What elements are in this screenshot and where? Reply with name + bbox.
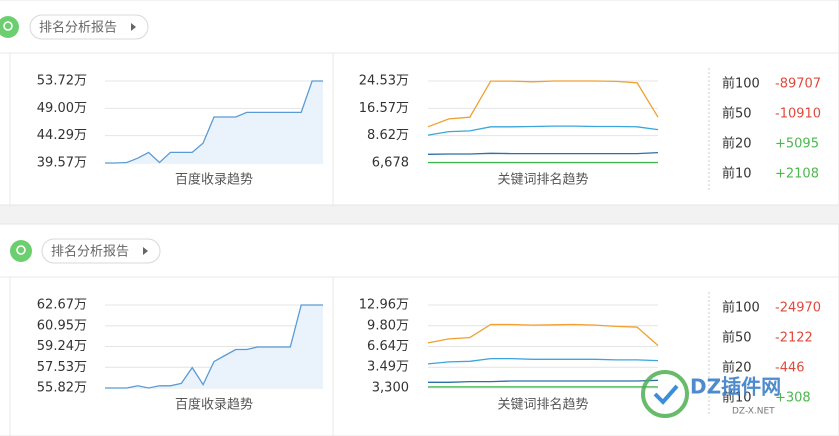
rank-change: +2108	[775, 167, 819, 182]
y-tick-label: 60.95万	[37, 318, 87, 333]
button-arrow	[143, 247, 148, 255]
chart-title: 关键词排名趋势	[497, 172, 588, 188]
rank-label: 前100	[722, 76, 760, 92]
rank-change: -24970	[775, 301, 821, 316]
y-tick-label: 9.80万	[367, 318, 409, 333]
y-tick-label: 24.53万	[359, 74, 409, 89]
chart-title: 百度收录趋势	[175, 397, 253, 413]
report-button[interactable]	[29, 14, 149, 40]
y-tick-label: 57.53万	[37, 360, 87, 375]
y-tick-label: 6.64万	[367, 339, 409, 354]
y-tick-label: 39.57万	[37, 156, 87, 171]
line	[427, 80, 659, 128]
area	[105, 81, 323, 163]
rank-label: 前100	[722, 300, 760, 316]
y-tick-label: 16.57万	[359, 101, 409, 116]
rank-label: 前20	[722, 136, 752, 152]
icon	[0, 16, 19, 38]
y-tick-label: 49.00万	[37, 101, 87, 116]
line	[427, 357, 659, 365]
y-tick-label: 55.82万	[37, 381, 87, 396]
y-tick-label: 6,678	[372, 156, 409, 171]
rank-label: 前10	[722, 166, 752, 182]
rank-change: +308	[775, 391, 811, 406]
line	[428, 379, 659, 383]
y-tick-label: 12.96万	[359, 298, 409, 313]
logo	[641, 370, 689, 418]
rank-label: 前10	[722, 390, 752, 406]
rank-change: +5095	[775, 137, 819, 152]
report-button-label: 排名分析报告	[39, 20, 117, 36]
icon-glass	[3, 21, 13, 31]
rank-label: 前50	[722, 106, 752, 122]
report-button[interactable]	[41, 238, 161, 264]
y-tick-label: 62.67万	[37, 298, 87, 313]
y-tick-label: 59.24万	[37, 339, 87, 354]
y-tick-label: 3,300	[372, 381, 409, 396]
line	[427, 151, 659, 155]
chart-title: 关键词排名趋势	[497, 397, 588, 413]
logo-check	[653, 384, 679, 405]
rank-change: -10910	[775, 107, 821, 122]
button-arrow	[131, 23, 136, 31]
y-tick-label: 53.72万	[37, 74, 87, 89]
y-tick-label: 44.29万	[37, 128, 87, 143]
icon-glass	[16, 245, 26, 255]
area	[105, 305, 323, 388]
y-tick-label: 3.49万	[367, 360, 409, 375]
watermark-name: DZ插件网	[690, 375, 781, 399]
line	[427, 323, 659, 346]
rank-label: 前20	[722, 360, 752, 376]
y-tick-label: 8.62万	[367, 128, 409, 143]
line	[105, 304, 323, 389]
watermark-site: DZ-X.NET	[732, 407, 775, 417]
icon	[10, 240, 32, 262]
rank-label: 前50	[722, 330, 752, 346]
line	[427, 125, 659, 136]
rank-change: -446	[775, 361, 805, 376]
line	[105, 80, 323, 164]
rank-change: -2122	[775, 331, 813, 346]
report-button-label: 排名分析报告	[51, 244, 129, 260]
rank-change: -89707	[775, 77, 821, 92]
chart-title: 百度收录趋势	[175, 172, 253, 188]
